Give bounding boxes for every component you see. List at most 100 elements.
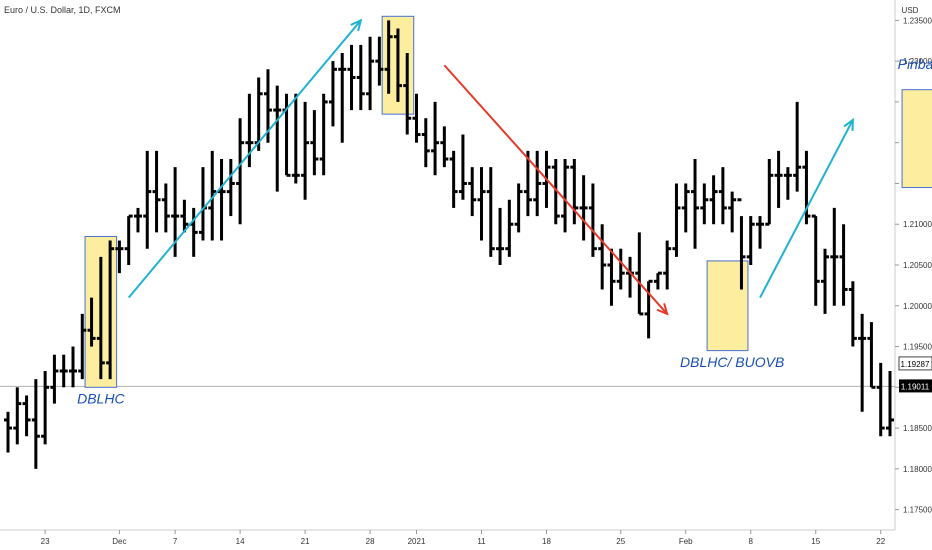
highlight-box <box>901 89 932 189</box>
current-price-tag <box>899 379 932 393</box>
ohlc-bar <box>421 118 430 168</box>
ohlc-bar <box>756 216 765 249</box>
ohlc-bar <box>375 36 384 86</box>
ohlc-bar <box>96 256 105 380</box>
x-tick-label: 14 <box>236 537 245 546</box>
ohlc-bar <box>737 198 746 290</box>
y-tick-label: 1.20000 <box>903 302 932 311</box>
ohlc-bar <box>356 44 365 111</box>
currency-label: USD <box>902 6 919 15</box>
x-tick-label: 2021 <box>408 537 426 546</box>
ohlc-bar <box>486 167 495 257</box>
ohlc-bar <box>876 362 885 437</box>
x-tick-label: 7 <box>173 537 178 546</box>
ohlc-bar <box>384 20 393 94</box>
ohlc-bar <box>133 207 142 233</box>
ohlc-bar <box>561 159 570 233</box>
ohlc-bar <box>143 150 152 249</box>
x-tick-label: 28 <box>366 537 375 546</box>
ohlc-bar <box>106 240 115 380</box>
ohlc-bar <box>161 183 170 233</box>
ohlc-bar <box>514 183 523 233</box>
ohlc-bar <box>616 248 625 290</box>
x-tick-label: 11 <box>477 537 486 546</box>
pattern-labels: DBLHCDBHLCDBLHC/ BUOVBPinbar <box>77 56 932 407</box>
ohlc-bar <box>811 214 820 306</box>
ohlc-bar <box>226 159 235 217</box>
ohlc-bar <box>13 387 22 445</box>
y-tick-label: 1.23000 <box>903 57 932 66</box>
pattern-label: Pinbar <box>898 56 932 72</box>
y-tick-label: 1.21000 <box>903 220 932 229</box>
y-tick-label: 1.19500 <box>903 343 932 352</box>
ohlc-bar <box>691 159 700 249</box>
ohlc-bar <box>87 297 96 347</box>
arrow-head <box>843 117 854 131</box>
prev-close-tag <box>898 356 932 371</box>
ohlc-bar <box>4 411 12 453</box>
uptrend-arrow <box>127 18 363 299</box>
ohlc-bar <box>68 346 77 388</box>
downtrend-arrow <box>443 64 669 316</box>
ohlc-bar <box>152 150 161 233</box>
arrow-head <box>350 18 363 32</box>
ohlc-bar <box>765 159 774 226</box>
ohlc-bar <box>124 214 133 265</box>
ohlc-bar <box>830 207 839 306</box>
trend-arrows <box>127 18 854 316</box>
ohlc-bar <box>774 150 783 208</box>
y-tick-label: 1.20500 <box>903 261 932 270</box>
x-tick-label: 15 <box>811 537 820 546</box>
x-tick-label: 23 <box>41 537 50 546</box>
ohlc-bar <box>273 85 282 192</box>
ohlc-bar <box>783 167 792 200</box>
x-tick-label: 25 <box>616 537 625 546</box>
ohlc-bar <box>570 159 579 225</box>
x-tick-label: 18 <box>542 537 551 546</box>
y-tick-label: 1.18000 <box>903 465 932 474</box>
ohlc-bar <box>746 216 755 265</box>
x-tick-label: Dec <box>112 537 126 546</box>
ohlc-bar <box>496 207 505 265</box>
ohlc-bar <box>31 379 40 469</box>
ohlc-bar <box>718 167 727 225</box>
pattern-label: DBLHC/ BUOVB <box>680 354 784 370</box>
ohlc-bar <box>848 281 857 347</box>
ohlc-bar <box>393 28 402 102</box>
ohlc-bar <box>310 110 319 176</box>
ohlc-bar <box>431 101 440 176</box>
ohlc-bar <box>338 53 347 143</box>
arrow-head <box>656 303 669 316</box>
ohlc-bar <box>793 101 802 192</box>
ohlc-bar <box>533 150 542 217</box>
ohlc-bar <box>700 183 709 225</box>
ohlc-bar <box>403 53 412 135</box>
ohlc-bar <box>78 313 87 380</box>
ohlc-bar <box>551 159 560 225</box>
ohlc-bar <box>41 371 50 445</box>
ohlc-bar <box>644 279 653 339</box>
ohlc-bar <box>635 232 644 316</box>
ohlc-bar <box>477 167 486 241</box>
ohlc-bar <box>802 150 811 225</box>
ohlc-bar <box>709 175 718 225</box>
y-tick-label: 1.17500 <box>903 506 932 515</box>
x-tick-label: 22 <box>876 537 885 546</box>
ohlc-bars <box>4 20 894 469</box>
ohlc-bar <box>412 93 421 143</box>
ohlc-bar <box>672 183 681 257</box>
price-tags: 1.19287 1.19011 <box>898 356 932 393</box>
arrow-shaft <box>759 119 854 299</box>
ohlc-bar <box>115 240 124 274</box>
ohlc-bar <box>59 354 68 388</box>
ohlc-bar <box>440 126 449 168</box>
ohlc-bar <box>598 224 607 290</box>
x-tick-label: 21 <box>301 537 310 546</box>
pattern-label: DBLHC <box>77 391 125 407</box>
ohlc-bar <box>839 224 848 306</box>
ohlc-bar <box>728 191 737 233</box>
arrow-shaft <box>443 64 668 315</box>
ohlc-bar <box>579 175 588 241</box>
x-tick-label: 8 <box>749 537 754 546</box>
